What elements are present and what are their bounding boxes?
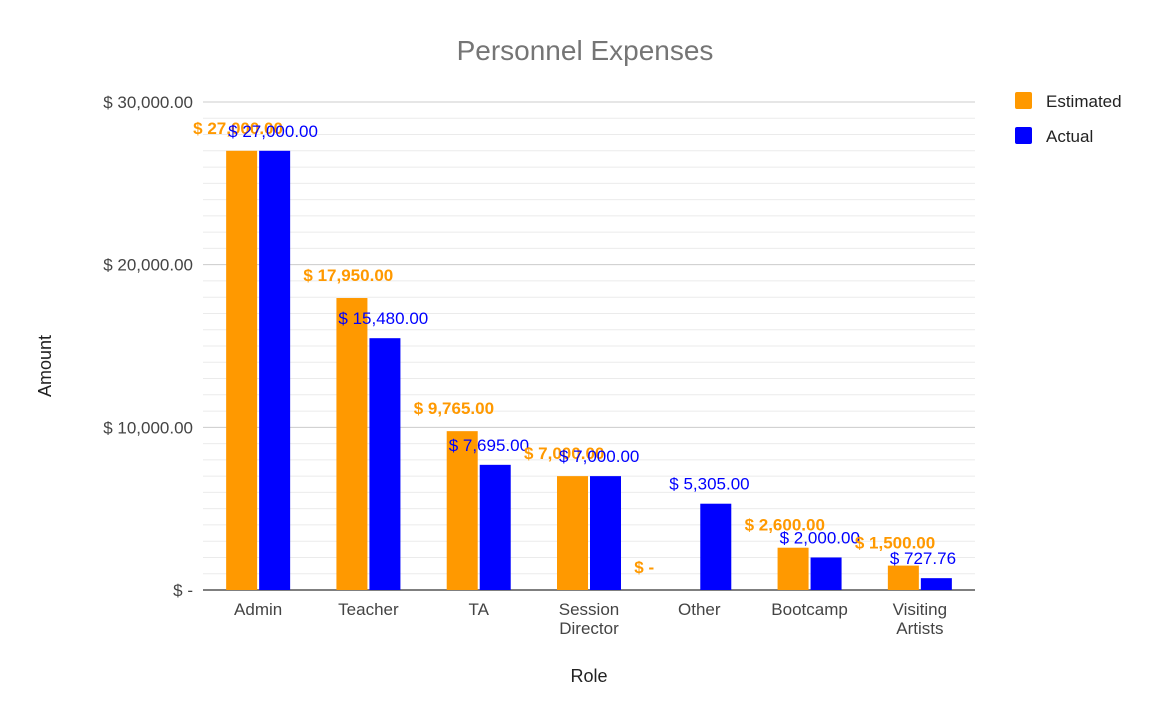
bar-actual-4 bbox=[700, 503, 732, 590]
bar-estimated-0 bbox=[226, 150, 258, 591]
y-tick-label: $ - bbox=[173, 581, 193, 600]
gridlines bbox=[203, 101, 975, 591]
legend-label-estimated: Estimated bbox=[1046, 92, 1122, 111]
data-label-actual-5: $ 2,000.00 bbox=[780, 528, 860, 547]
bar-estimated-2 bbox=[446, 431, 478, 590]
data-label-actual-6: $ 727.76 bbox=[890, 549, 956, 568]
data-label-actual-4: $ 5,305.00 bbox=[669, 475, 749, 494]
legend-item-actual[interactable]: Actual bbox=[1015, 127, 1093, 146]
bar-actual-1 bbox=[369, 338, 401, 590]
x-category-label: Teacher bbox=[338, 600, 399, 619]
x-category-label: Visiting bbox=[893, 600, 948, 619]
data-labels: $ 27,000.00$ 27,000.00 $ 17,950.00 $ 15,48… bbox=[193, 119, 956, 577]
x-category-label: Artists bbox=[896, 619, 943, 638]
legend-swatch-actual bbox=[1015, 127, 1032, 144]
data-label-estimated-3: $ 7,000.00 bbox=[524, 444, 604, 463]
y-tick-label: $ 20,000.00 bbox=[103, 256, 193, 275]
data-label-estimated-1: $ 17,950.00 bbox=[303, 266, 393, 285]
bar-actual-5 bbox=[810, 557, 842, 590]
legend-item-estimated[interactable]: Estimated bbox=[1015, 92, 1122, 111]
bar-actual-3 bbox=[590, 476, 621, 590]
bar-actual-2 bbox=[479, 464, 511, 590]
y-tick-label: $ 10,000.00 bbox=[103, 418, 193, 437]
x-category-label: TA bbox=[468, 600, 489, 619]
x-category-label: Other bbox=[678, 600, 721, 619]
bar-estimated-3 bbox=[557, 476, 588, 590]
data-label-actual-0: $ 27,000.00 bbox=[228, 122, 318, 141]
y-axis-ticks: $ - $ 10,000.00 $ 20,000.00 $ 30,000.00 bbox=[103, 93, 193, 600]
data-label-actual-3: $ 7,000.00 bbox=[559, 447, 639, 466]
y-tick-label: $ 30,000.00 bbox=[103, 93, 193, 112]
legend-label-actual: Actual bbox=[1046, 127, 1093, 146]
data-label-estimated-5: $ 2,600.00 bbox=[745, 516, 825, 535]
chart-title: Personnel Expenses bbox=[457, 35, 714, 66]
bar-estimated-1 bbox=[336, 298, 368, 590]
data-label-actual-2: $ 7,695.00 bbox=[449, 436, 529, 455]
x-category-label: Admin bbox=[234, 600, 282, 619]
data-label-actual-1: $ 15,480.00 bbox=[338, 309, 428, 328]
x-category-label: Director bbox=[559, 619, 619, 638]
bar-estimated-6 bbox=[887, 565, 919, 590]
x-category-label: Bootcamp bbox=[771, 600, 848, 619]
bar-actual-6 bbox=[920, 578, 952, 590]
legend-swatch-estimated bbox=[1015, 92, 1032, 109]
bar-estimated-5 bbox=[777, 547, 809, 590]
data-label-estimated-6: $ 1,500.00 bbox=[855, 534, 935, 553]
x-axis-title: Role bbox=[570, 666, 607, 686]
y-axis-title: Amount bbox=[35, 335, 55, 397]
data-label-estimated-0: $ 27,000.00 bbox=[193, 119, 283, 138]
bar-actual-0 bbox=[259, 150, 291, 591]
data-label-estimated-2: $ 9,765.00 bbox=[414, 399, 494, 418]
x-category-label: Session bbox=[559, 600, 619, 619]
data-label-estimated-4: $ - bbox=[634, 558, 654, 577]
legend: Estimated Actual bbox=[1015, 92, 1122, 146]
bars bbox=[226, 150, 952, 591]
